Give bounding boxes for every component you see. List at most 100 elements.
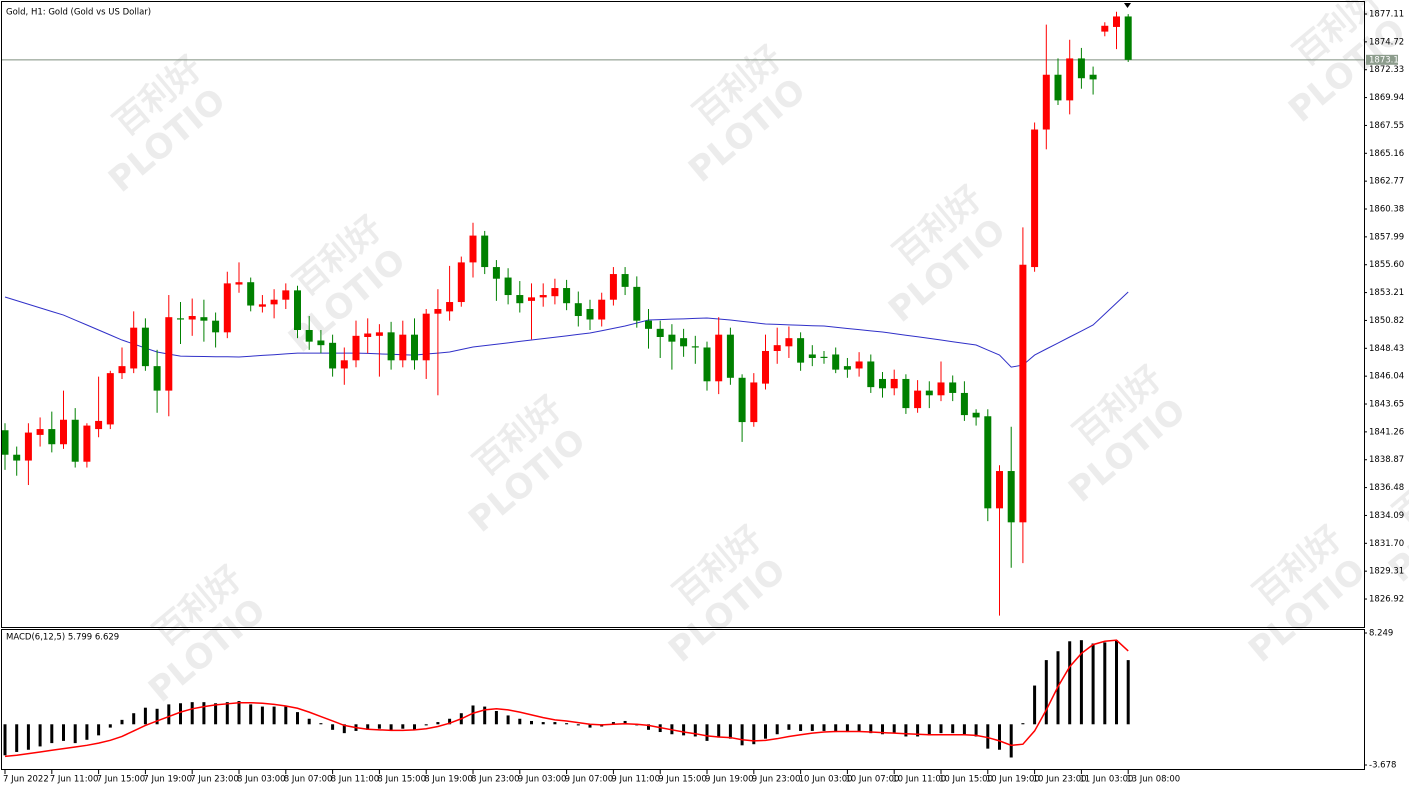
macd-bar xyxy=(3,724,7,756)
macd-bar xyxy=(506,715,510,725)
macd-bar xyxy=(108,724,112,728)
y-tick-label: 1862.77 xyxy=(1369,177,1404,187)
macd-bar xyxy=(682,724,686,736)
candle-body xyxy=(902,378,910,409)
macd-bar xyxy=(167,704,171,725)
macd-bar xyxy=(974,724,978,737)
macd-bar xyxy=(764,724,767,739)
candle-body xyxy=(294,290,301,331)
candle-body xyxy=(715,334,723,382)
macd-bar xyxy=(471,705,475,725)
macd-bar xyxy=(787,724,791,730)
x-tick-label: 9 Jun 23:00 xyxy=(752,775,801,785)
candle-body xyxy=(223,283,231,333)
x-tick-label: 7 Jun 15:00 xyxy=(97,775,146,785)
x-tick-label: 10 Jun 23:00 xyxy=(1033,775,1087,785)
candle-body xyxy=(305,330,313,342)
candle-body xyxy=(71,419,79,462)
candle-body xyxy=(773,345,781,351)
candle-body xyxy=(422,313,430,361)
macd-bar xyxy=(740,724,744,746)
candle-body xyxy=(340,360,348,369)
candle-body xyxy=(492,267,500,279)
x-tick-label: 8 Jun 23:00 xyxy=(471,775,520,785)
y-tick-label: 8.249 xyxy=(1369,628,1393,638)
x-tick-label: 8 Jun 15:00 xyxy=(377,775,426,785)
candle-body xyxy=(212,320,220,333)
macd-bar xyxy=(389,724,393,731)
macd-bar xyxy=(120,719,124,725)
candle-body xyxy=(937,382,945,396)
candle-body xyxy=(282,290,290,300)
macd-bar xyxy=(62,724,65,741)
macd-bar xyxy=(962,724,966,736)
candle-body xyxy=(446,302,454,312)
candle-body xyxy=(949,382,957,393)
candle-body xyxy=(270,299,278,305)
y-tick-label: -3.678 xyxy=(1369,760,1396,770)
candle-body xyxy=(621,274,629,287)
macd-title: MACD(6,12,5) 5.799 6.629 xyxy=(6,633,119,643)
candle-body xyxy=(387,332,395,361)
candle-body xyxy=(153,366,161,391)
macd-bar xyxy=(588,724,592,728)
macd-bar xyxy=(530,720,533,725)
macd-bar xyxy=(225,702,229,725)
candle-body xyxy=(528,297,535,301)
macd-bar xyxy=(413,724,416,730)
macd-bar xyxy=(284,706,288,725)
candle-body xyxy=(13,454,21,461)
macd-bar xyxy=(85,724,89,740)
macd-bar xyxy=(939,724,943,734)
macd-bar xyxy=(541,722,545,725)
y-tick-label: 1829.31 xyxy=(1369,567,1404,577)
x-tick-label: 7 Jun 2022 xyxy=(3,775,49,785)
macd-bar xyxy=(331,724,335,730)
macd-bar xyxy=(214,703,218,725)
macd-bar xyxy=(799,724,803,731)
candle-body xyxy=(1054,74,1062,101)
x-tick-label: 7 Jun 23:00 xyxy=(190,775,239,785)
candle-body xyxy=(574,303,582,317)
y-tick-label: 1843.65 xyxy=(1369,400,1404,410)
candle-body xyxy=(24,432,32,461)
candle-body xyxy=(703,347,711,382)
macd-bar xyxy=(483,706,487,725)
candle-body xyxy=(95,420,103,430)
moving-average xyxy=(4,291,1129,368)
x-tick-label: 8 Jun 11:00 xyxy=(331,775,380,785)
macd-bar xyxy=(869,724,873,734)
macd-bar xyxy=(73,724,77,744)
candle-body xyxy=(258,304,266,307)
x-tick-label: 9 Jun 15:00 xyxy=(658,775,707,785)
macd-bar xyxy=(553,722,557,725)
macd-bar xyxy=(857,724,861,731)
candle-body xyxy=(656,328,664,337)
macd-bar xyxy=(38,724,42,747)
macd-bar xyxy=(916,724,920,737)
price-frame xyxy=(1,1,1365,628)
macd-bar xyxy=(881,724,884,735)
macd-bar xyxy=(951,724,955,734)
macd-bar xyxy=(576,724,580,726)
candle-body xyxy=(1031,129,1039,268)
candle-body xyxy=(691,346,699,348)
candle-body xyxy=(2,430,9,455)
macd-plot xyxy=(3,639,1130,758)
candle-body xyxy=(1007,471,1015,523)
candle-body xyxy=(925,390,933,396)
candle-body xyxy=(645,320,652,329)
candle-body xyxy=(235,282,243,285)
macd-bar xyxy=(260,706,264,725)
macd-signal xyxy=(4,639,1129,758)
macd-bar xyxy=(1103,642,1107,725)
macd-bar xyxy=(1068,641,1072,725)
macd-bar xyxy=(647,724,650,730)
candle-body xyxy=(106,373,114,425)
macd-bar xyxy=(845,724,849,733)
x-tick-label: 10 Jun 07:00 xyxy=(845,775,899,785)
candle-body xyxy=(879,378,886,389)
candle-body xyxy=(726,334,734,378)
candle-body xyxy=(329,342,337,369)
